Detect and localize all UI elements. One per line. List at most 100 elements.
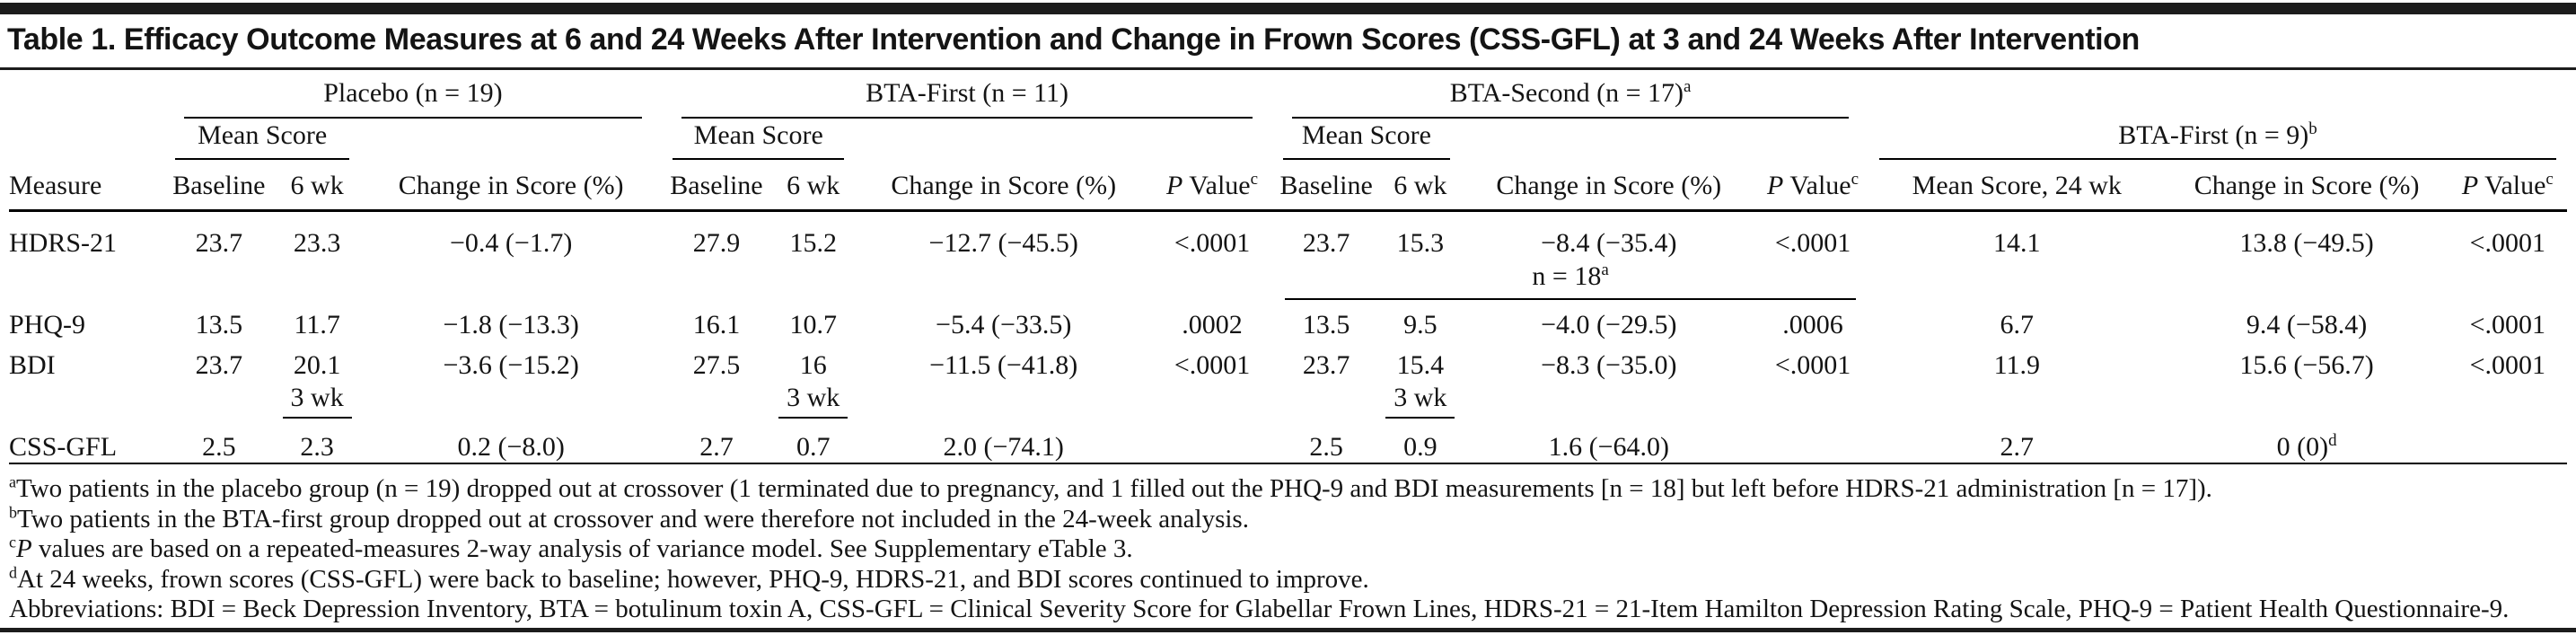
col-header-change: Change in Score (%) [855,160,1152,212]
cell-3wk: 3 wk [771,381,856,419]
spacer-cell [1461,119,1757,160]
cell: 23.7 [195,350,243,380]
cell: <.0001 [2469,350,2546,380]
cell: 15.4 [1396,350,1445,380]
col-header-6wk: 6 wk [1380,160,1461,212]
spacer-cell [360,119,662,160]
cell: −11.5 (−41.8) [929,350,1078,380]
cell: 23.3 [293,228,341,258]
group-header-row: Placebo (n = 19) BTA-First (n = 11) BTA-… [9,70,2567,119]
value-label: Value [1783,171,1851,200]
p-label: P [1166,171,1183,200]
cell: 1.6 (−64.0) [1460,419,1758,464]
group-header-bta-first-24wk: BTA-First (n = 9)b [1868,119,2567,160]
footnote-marker: c [2545,170,2554,189]
cell: 2.7 [661,419,771,464]
cell: 2.5 [1272,419,1381,464]
cell: 0.2 (−8.0) [360,419,662,464]
cell: <.0001 [1774,350,1851,380]
cell: −0.4 (−1.7) [450,228,573,258]
cell: −8.3 (−35.0) [1541,350,1677,380]
group-underline: Mean Score [1283,120,1450,160]
cell: 10.7 [789,310,837,340]
p-label: P [2461,171,2479,200]
cell: −3.6 (−15.2) [443,350,579,380]
spacer-cell [9,70,164,119]
footnote-marker: c [1851,170,1859,189]
spacer-cell [9,119,164,160]
cell: 0.7 [770,419,856,464]
footnote-text-italic: P [16,534,32,563]
group-underline: BTA-First (n = 11) [681,78,1253,119]
cell: 9.4 (−58.4) [2246,310,2368,340]
spacer-cell [1868,259,2567,300]
cell: −5.4 (−33.5) [936,310,1072,340]
table-row-hdrs21: HDRS-21 23.7 23.3 −0.4 (−1.7) 27.9 15.2 … [9,211,2567,260]
cell: <.0001 [2469,310,2546,340]
cell: 15.6 (−56.7) [2239,350,2374,380]
spacer-cell [9,381,164,419]
row-label: HDRS-21 [9,228,118,258]
cell: 0.9 [1380,419,1461,464]
group-underline: Placebo (n = 19) [183,78,642,119]
footnote-marker: c [1250,170,1259,189]
cell: 13.5 [1302,310,1350,340]
footnote-marker: b [2308,119,2317,138]
cell [1757,419,1869,464]
value: 0 (0) [2276,432,2329,462]
cell: 27.5 [692,350,741,380]
cell: 13.8 (−49.5) [2239,228,2374,258]
table-row-phq9: PHQ-9 13.5 11.7 −1.8 (−13.3) 16.1 10.7 −… [9,300,2567,340]
cell [1151,419,1273,464]
p-label: P [1767,171,1784,200]
group-header-bta-first: BTA-First (n = 11) [662,70,1272,119]
cell: 15.3 [1396,228,1445,258]
spacer-cell [855,381,1151,419]
cell: 23.7 [1302,228,1350,258]
footnote-d: dAt 24 weeks, frown scores (CSS-GFL) wer… [9,562,2567,595]
footnote-marker: d [9,562,17,581]
mean-score-label: Mean Score [198,120,328,150]
row-label: CSS-GFL [9,419,164,464]
spacer-cell [855,119,1151,160]
col-header-6wk: 6 wk [770,160,856,212]
group-header-placebo: Placebo (n = 19) [164,70,662,119]
subgroup-header-row: Mean Score Mean Score Mean Score BTA-Fir… [9,119,2567,160]
subrow-n18: n = 18a [9,259,2567,300]
row-label: PHQ-9 [9,310,86,340]
mean-score-label: Mean Score [693,120,823,150]
bottom-rule [0,628,2576,632]
mean-score-header-bta-first: Mean Score [662,119,856,160]
col-header-mean-24wk: Mean Score, 24 wk [1868,160,2166,212]
cell: 16.1 [692,310,741,340]
spacer-cell [9,259,1272,300]
top-rule [0,3,2576,14]
cell: 20.1 [293,350,341,380]
spacer-cell [1757,119,1868,160]
cell: <.0001 [1774,228,1851,258]
3wk-label: 3 wk [282,383,352,419]
group-label: BTA-First (n = 11) [866,78,1068,108]
col-header-6wk: 6 wk [273,160,361,212]
group-underline: Mean Score [672,120,845,160]
col-header-change: Change in Score (%) [2165,160,2449,212]
value-label: Value [2478,171,2546,200]
footnote-a: aTwo patients in the placebo group (n = … [9,473,2567,505]
footnote-marker: c [9,533,16,551]
footnote-text: values are based on a repeated-measures … [31,534,1133,563]
abbreviations-note: Abbreviations: BDI = Beck Depression Inv… [9,595,2567,625]
spacer-cell [164,381,274,419]
3wk-label: 3 wk [778,383,848,419]
cell: 9.5 [1403,310,1437,340]
col-header-baseline: Baseline [661,160,771,212]
group-label: Placebo (n = 19) [323,78,503,108]
abbreviations-text: Abbreviations: BDI = Beck Depression Inv… [9,595,2510,623]
spacer-cell [1461,381,2567,419]
spacer-cell [360,381,662,419]
footnote-marker: d [2328,431,2337,450]
cell-n18: n = 18a [1272,259,1868,300]
footnotes: aTwo patients in the placebo group (n = … [9,473,2567,625]
cell: −4.0 (−29.5) [1541,310,1677,340]
footnote-text: Two patients in the BTA-first group drop… [17,504,1249,534]
